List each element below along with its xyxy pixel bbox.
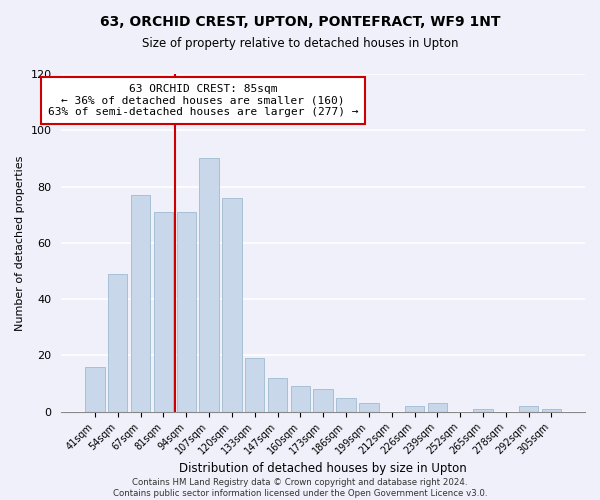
Bar	[359, 404, 379, 411]
Text: Contains HM Land Registry data © Crown copyright and database right 2024.
Contai: Contains HM Land Registry data © Crown c…	[113, 478, 487, 498]
Bar	[405, 406, 424, 411]
Text: Size of property relative to detached houses in Upton: Size of property relative to detached ho…	[142, 38, 458, 51]
Bar	[268, 378, 287, 412]
Bar	[428, 404, 447, 411]
Bar	[542, 409, 561, 412]
Bar	[108, 274, 127, 411]
Bar	[337, 398, 356, 411]
Bar	[313, 389, 333, 411]
Bar	[131, 195, 150, 412]
Bar	[290, 386, 310, 411]
Text: 63, ORCHID CREST, UPTON, PONTEFRACT, WF9 1NT: 63, ORCHID CREST, UPTON, PONTEFRACT, WF9…	[100, 15, 500, 29]
Y-axis label: Number of detached properties: Number of detached properties	[15, 155, 25, 330]
Bar	[199, 158, 219, 412]
Text: 63 ORCHID CREST: 85sqm
← 36% of detached houses are smaller (160)
63% of semi-de: 63 ORCHID CREST: 85sqm ← 36% of detached…	[47, 84, 358, 117]
Bar	[245, 358, 265, 412]
Bar	[154, 212, 173, 412]
Bar	[176, 212, 196, 412]
Bar	[473, 409, 493, 412]
Bar	[519, 406, 538, 411]
X-axis label: Distribution of detached houses by size in Upton: Distribution of detached houses by size …	[179, 462, 467, 475]
Bar	[85, 366, 104, 412]
Bar	[222, 198, 242, 412]
